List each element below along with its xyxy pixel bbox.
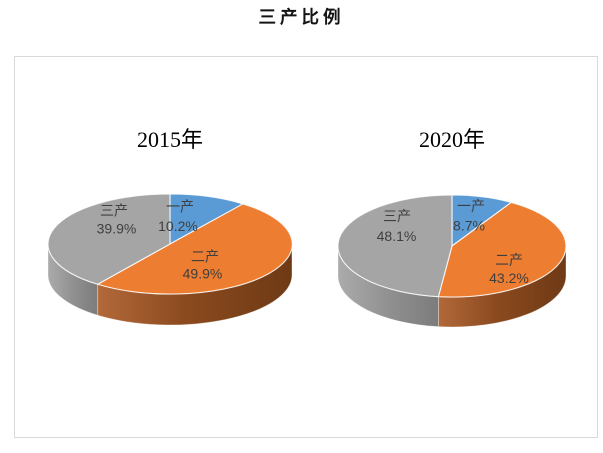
pie-slice-top — [337, 194, 453, 298]
data-label-name: 二产 — [191, 249, 219, 265]
data-label-value: 43.2% — [489, 270, 529, 286]
data-label-value: 10.2% — [158, 218, 198, 234]
pie-chart-2020: 一产 8.7% 二产 43.2% 三产 48.1% — [337, 194, 567, 328]
data-label-value: 8.7% — [453, 218, 485, 234]
plot-area: 2015年 一产 10.2% 二产 49.9% 三产 39.9% 2020年 一产 8.7%… — [14, 56, 598, 438]
pie-title-2015: 2015年 — [136, 127, 203, 152]
pie-block-2020: 2020年 一产 8.7% 二产 43.2% 三产 48.1% — [315, 125, 592, 365]
pie-block-2015: 2015年 一产 10.2% 二产 49.9% 三产 39.9% — [44, 125, 326, 365]
data-label-name: 二产 — [495, 252, 523, 268]
data-label-name: 三产 — [100, 203, 128, 219]
pie-slice-top — [47, 193, 171, 285]
data-label-name: 一产 — [457, 198, 485, 214]
pie-slice-top — [169, 193, 244, 245]
data-label-value: 39.9% — [97, 221, 137, 237]
data-label-name: 一产 — [166, 199, 194, 215]
data-label-value: 48.1% — [377, 228, 417, 244]
data-label-name: 三产 — [383, 208, 411, 224]
data-label-value: 49.9% — [183, 266, 223, 282]
chart-title: 三产比例 — [258, 7, 345, 27]
pie-slice-top — [97, 203, 293, 295]
pie-title-2020: 2020年 — [418, 127, 485, 152]
pie-slice-top — [437, 201, 567, 298]
